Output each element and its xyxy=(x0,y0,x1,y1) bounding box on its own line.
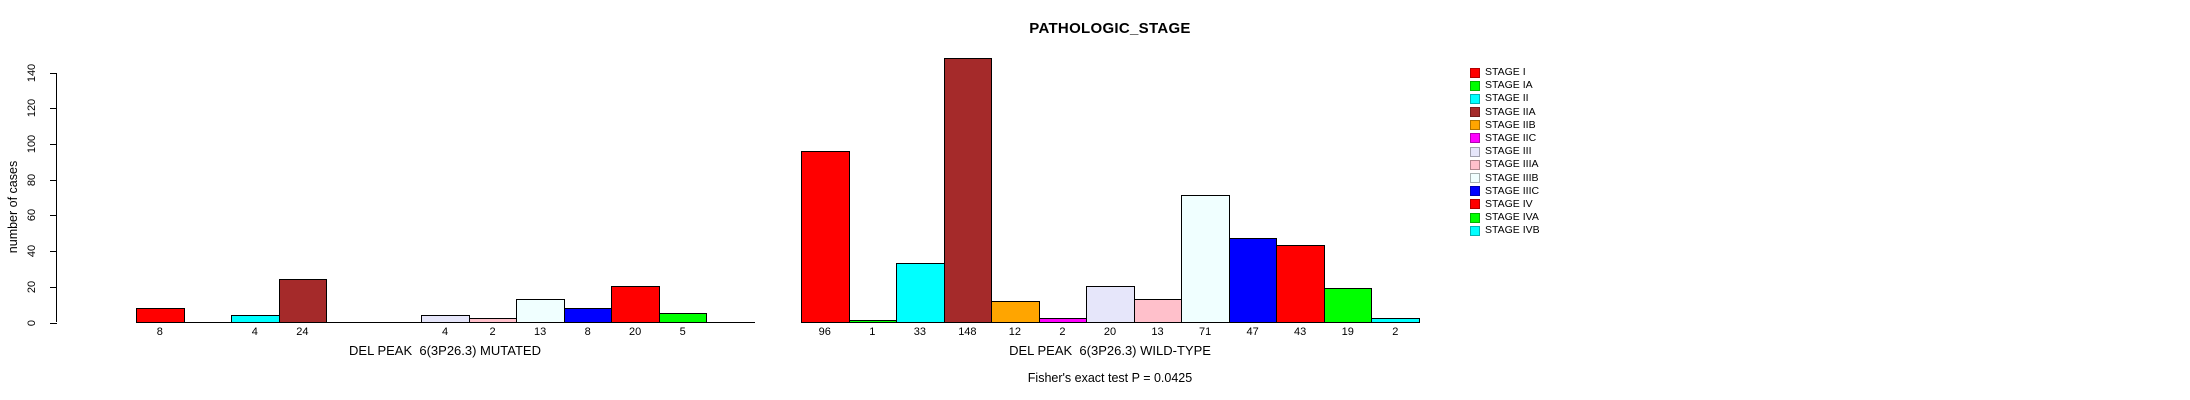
x-axis-label: DEL PEAK 6(3P26.3) MUTATED xyxy=(349,343,541,358)
bar-value-label: 2 xyxy=(1392,326,1399,338)
legend-swatch xyxy=(1470,107,1480,118)
y-axis-tick xyxy=(50,144,57,146)
y-axis-tick-label: 0 xyxy=(26,319,38,326)
bar-stage-iiic xyxy=(563,308,613,323)
bar-value-label: 2 xyxy=(489,326,496,338)
bar-stage-iic xyxy=(373,322,423,323)
bar-stage-ia xyxy=(183,322,233,323)
legend-label: STAGE III xyxy=(1485,145,1532,158)
bar-stage-iiia xyxy=(468,318,518,323)
bar-value-label: 12 xyxy=(1008,326,1022,338)
y-axis-tick xyxy=(50,108,57,110)
legend-label: STAGE IA xyxy=(1485,79,1533,92)
legend-swatch xyxy=(1470,173,1480,183)
bar-stage-iv xyxy=(611,286,660,323)
bar-value-label: 8 xyxy=(156,326,163,338)
legend-label: STAGE IVB xyxy=(1485,224,1540,237)
bar-value-label: 4 xyxy=(441,326,449,338)
legend-label: STAGE IIIB xyxy=(1485,171,1539,184)
bar-stage-iic xyxy=(1038,318,1088,323)
bar-stage-ii xyxy=(231,315,280,323)
bar-stage-ia xyxy=(848,320,898,323)
legend-swatch xyxy=(1470,146,1480,157)
bar-stage-iiib xyxy=(516,299,565,323)
bar-value-label: 1 xyxy=(869,326,876,338)
bar-stage-iib xyxy=(326,322,375,323)
bar-value-label: 8 xyxy=(584,326,591,338)
bar-value-label: 19 xyxy=(1341,326,1354,338)
bar-stage-ii xyxy=(896,263,945,323)
legend-label: STAGE IIIC xyxy=(1485,184,1540,197)
bar-value-label: 5 xyxy=(679,326,686,338)
legend-label: STAGE I xyxy=(1485,66,1526,78)
bar-stage-iv xyxy=(1276,245,1325,323)
bar-stage-i xyxy=(136,308,185,323)
legend-label: STAGE IIC xyxy=(1485,131,1537,144)
bar-stage-iii xyxy=(1086,286,1135,323)
fisher-test-annotation: Fisher's exact test P = 0.0425 xyxy=(1027,371,1193,385)
y-axis-tick-label: 80 xyxy=(26,173,38,186)
legend-label: STAGE IVA xyxy=(1485,211,1539,224)
legend-swatch xyxy=(1470,159,1480,170)
y-axis-tick-label: 100 xyxy=(26,134,38,154)
bar-stage-i xyxy=(801,151,850,323)
legend-label: STAGE II xyxy=(1485,92,1529,105)
y-axis-tick-label: 120 xyxy=(26,99,38,118)
bar-value-label: 47 xyxy=(1246,326,1259,338)
legend-swatch xyxy=(1470,225,1480,236)
bar-value-label: 33 xyxy=(913,326,926,338)
bar-stage-iva xyxy=(1323,288,1373,323)
legend-label: STAGE IIIA xyxy=(1485,158,1539,171)
y-axis-tick xyxy=(50,286,57,288)
legend-label: STAGE IV xyxy=(1485,197,1533,210)
bar-value-label: 148 xyxy=(958,326,977,338)
x-axis-label: DEL PEAK 6(3P26.3) WILD-TYPE xyxy=(1009,343,1211,358)
bar-value-label: 13 xyxy=(533,326,547,338)
legend-swatch xyxy=(1470,212,1480,223)
bar-value-label: 4 xyxy=(251,326,258,338)
y-axis-tick xyxy=(50,322,57,324)
bar-value-label: 96 xyxy=(818,326,831,338)
chart-title: PATHOLOGIC_STAGE xyxy=(1029,20,1191,37)
y-axis-tick xyxy=(50,215,57,217)
bar-value-label: 2 xyxy=(1059,326,1066,338)
y-axis-tick xyxy=(50,179,57,181)
bar-stage-iib xyxy=(991,301,1040,323)
legend-swatch xyxy=(1470,80,1480,91)
legend-swatch xyxy=(1470,67,1480,78)
y-axis-tick-label: 140 xyxy=(26,63,38,82)
bar-value-label: 43 xyxy=(1294,326,1307,338)
y-axis-tick-label: 40 xyxy=(26,245,38,258)
bar-stage-ivb xyxy=(1371,318,1420,323)
bar-stage-iia xyxy=(278,279,328,323)
bar-value-label: 20 xyxy=(1103,326,1117,338)
bar-stage-iii xyxy=(421,315,470,323)
y-axis-tick xyxy=(50,251,57,253)
bar-stage-ivb xyxy=(706,322,755,323)
bar-stage-iiib xyxy=(1181,195,1230,323)
legend-swatch xyxy=(1470,199,1480,210)
legend-swatch xyxy=(1470,186,1480,197)
y-axis-tick xyxy=(50,72,57,74)
bar-stage-iva xyxy=(658,313,708,323)
bar-stage-iia xyxy=(943,58,993,323)
y-axis-tick-label: 60 xyxy=(26,209,38,222)
bar-value-label: 13 xyxy=(1151,326,1164,338)
legend-label: STAGE IIA xyxy=(1485,105,1536,118)
y-axis-tick-label: 20 xyxy=(26,280,38,293)
bar-stage-iiia xyxy=(1133,299,1183,323)
legend-label: STAGE IIB xyxy=(1485,118,1536,131)
y-axis-line xyxy=(56,72,57,323)
legend-swatch xyxy=(1470,120,1480,131)
bar-value-label: 24 xyxy=(296,326,309,338)
legend-swatch xyxy=(1470,93,1480,104)
bar-value-label: 71 xyxy=(1198,326,1212,338)
bar-stage-iiic xyxy=(1228,238,1278,323)
legend-swatch xyxy=(1470,133,1480,144)
bar-value-label: 20 xyxy=(629,326,642,338)
